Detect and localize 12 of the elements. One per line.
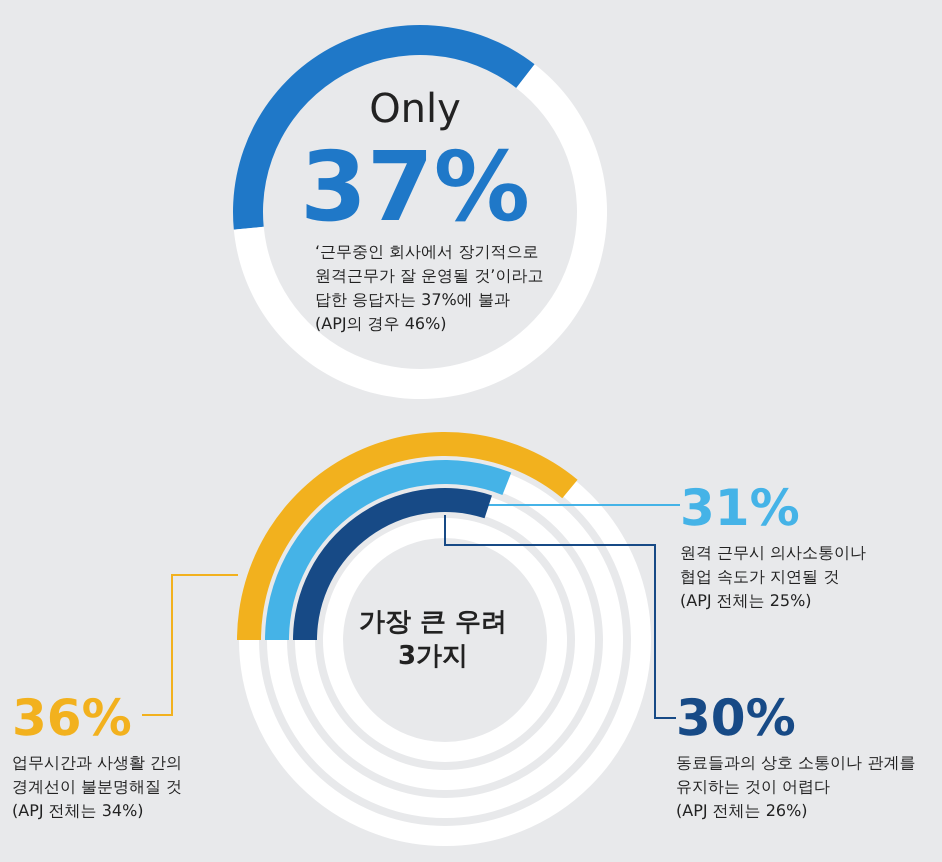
text: Only (369, 86, 461, 132)
category-label: 원격 근무시 의사소통이나 협업 속도가 지연될 것 (APJ 전체는 25%) (680, 543, 866, 610)
donut-slice (233, 25, 535, 230)
data-label: 36% (12, 689, 132, 747)
chart-title: 가장 큰 우려 3가지 (358, 607, 508, 671)
data-label: 31% (680, 479, 800, 537)
category-label: 업무시간과 사생활 간의 경계선이 불분명해질 것 (APJ 전체는 34%) (12, 753, 182, 820)
text: ‘근무중인 회사에서 장기적으로 원격근무가 잘 운영될 것’이라고 답한 응답자는 37%에 불과 (APJ의 경우 46%) (315, 242, 544, 333)
data-label: 30% (676, 689, 796, 747)
category-label: 동료들과의 상호 소통이나 관계를 유지하는 것이 어렵다 (APJ 전체는 26%) (676, 753, 916, 820)
donut-slice (234, 64, 607, 399)
data-label: 37% (300, 131, 530, 243)
